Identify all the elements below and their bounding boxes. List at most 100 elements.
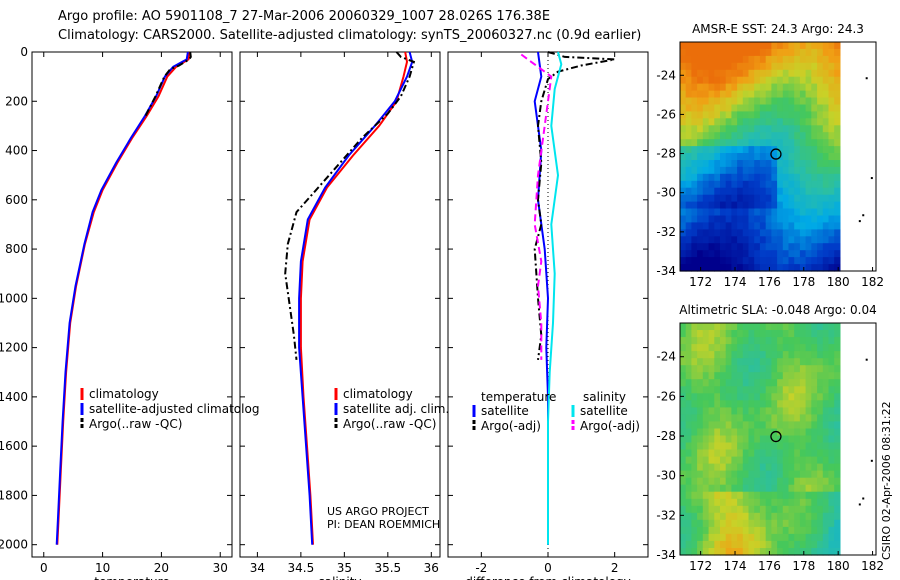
map-cell	[788, 393, 795, 401]
map-cell	[771, 69, 778, 78]
map-cell	[748, 442, 755, 451]
map-y-tick-label: -32	[656, 225, 676, 239]
map-cell	[697, 42, 704, 50]
map-y-tick-label: -24	[656, 350, 676, 364]
map-cell	[714, 463, 721, 472]
series-line-argo---raw--qc-	[144, 51, 192, 117]
map-cell	[817, 201, 824, 210]
map-cell	[782, 264, 790, 272]
map-cell	[714, 187, 721, 196]
legend-heading-temperature: temperature	[481, 390, 556, 404]
map-cell	[759, 498, 767, 507]
map-cell	[777, 337, 784, 345]
map-cell	[822, 421, 830, 429]
map-cell	[811, 484, 818, 493]
map-cell	[714, 125, 721, 133]
map-cell	[680, 470, 687, 479]
map-cell	[725, 69, 732, 78]
map-cell	[822, 351, 830, 359]
map-cell	[714, 173, 721, 182]
map-cell	[805, 83, 812, 92]
map-cell	[725, 491, 732, 500]
map-cell	[782, 548, 790, 556]
map-cell	[754, 201, 761, 210]
map-cell	[697, 166, 704, 175]
map-cell	[720, 379, 727, 387]
map-cell	[691, 421, 698, 429]
map-cell	[777, 393, 784, 401]
map-cell	[697, 146, 704, 154]
map-cell	[834, 344, 841, 352]
map-cell	[782, 449, 790, 458]
map-cell	[828, 323, 835, 331]
map-cell	[720, 337, 727, 345]
map-cell	[834, 491, 841, 500]
map-cell	[731, 428, 738, 437]
map-cell	[805, 229, 812, 237]
map-cell	[708, 215, 715, 223]
map-cell	[748, 62, 755, 71]
map-cell	[714, 264, 721, 272]
map-cell	[788, 146, 795, 154]
map-cell	[799, 83, 807, 92]
map-cell	[759, 48, 767, 57]
map-cell	[828, 463, 835, 472]
map-cell	[748, 393, 755, 401]
map-cell	[748, 215, 755, 223]
map-cell	[799, 243, 807, 251]
map-cell	[754, 125, 761, 133]
y-tick-label: 1400	[0, 390, 28, 404]
map-cell	[777, 330, 784, 338]
map-cell	[817, 548, 824, 556]
map-cell	[817, 83, 824, 92]
map-cell	[782, 526, 790, 535]
map-cell	[708, 132, 715, 140]
map-cell	[754, 69, 761, 78]
map-cell	[822, 449, 830, 458]
map-cell	[697, 111, 704, 119]
map-cell	[817, 330, 824, 338]
map-cell	[754, 484, 761, 493]
map-cell	[811, 323, 818, 331]
map-cell	[822, 62, 830, 71]
map-cell	[714, 55, 721, 64]
map-cell	[794, 48, 801, 57]
map-cell	[714, 365, 721, 373]
map-cell	[708, 201, 715, 210]
map-cell	[794, 407, 801, 415]
map-cell	[731, 257, 738, 265]
map-cell	[702, 463, 710, 472]
map-cell	[788, 540, 795, 549]
map-cell	[822, 208, 830, 216]
map-cell	[731, 484, 738, 493]
map-cell	[834, 90, 841, 99]
map-cell	[822, 90, 830, 99]
map-cell	[725, 477, 732, 486]
map-cell	[714, 533, 721, 542]
map-cell	[708, 166, 715, 175]
map-y-tick-label: -24	[656, 68, 676, 82]
map-cell	[822, 519, 830, 528]
map-cell	[834, 351, 841, 359]
map-cell	[708, 484, 715, 493]
map-cell	[817, 90, 824, 99]
map-cell	[771, 90, 778, 99]
map-cell	[680, 344, 687, 352]
map-cell	[777, 456, 784, 465]
map-cell	[714, 194, 721, 203]
map-cell	[822, 55, 830, 64]
map-cell	[805, 48, 812, 57]
map-cell	[702, 257, 710, 265]
map-cell	[731, 194, 738, 203]
series-line-satellite	[547, 51, 563, 545]
series-line-climatology	[56, 51, 191, 545]
map-cell	[725, 236, 732, 244]
map-cell	[714, 442, 721, 451]
map-cell	[828, 250, 835, 258]
map-cell	[828, 90, 835, 99]
map-cell	[828, 477, 835, 486]
map-cell	[765, 146, 772, 154]
map-cell	[828, 125, 835, 133]
map-cell	[720, 442, 727, 451]
